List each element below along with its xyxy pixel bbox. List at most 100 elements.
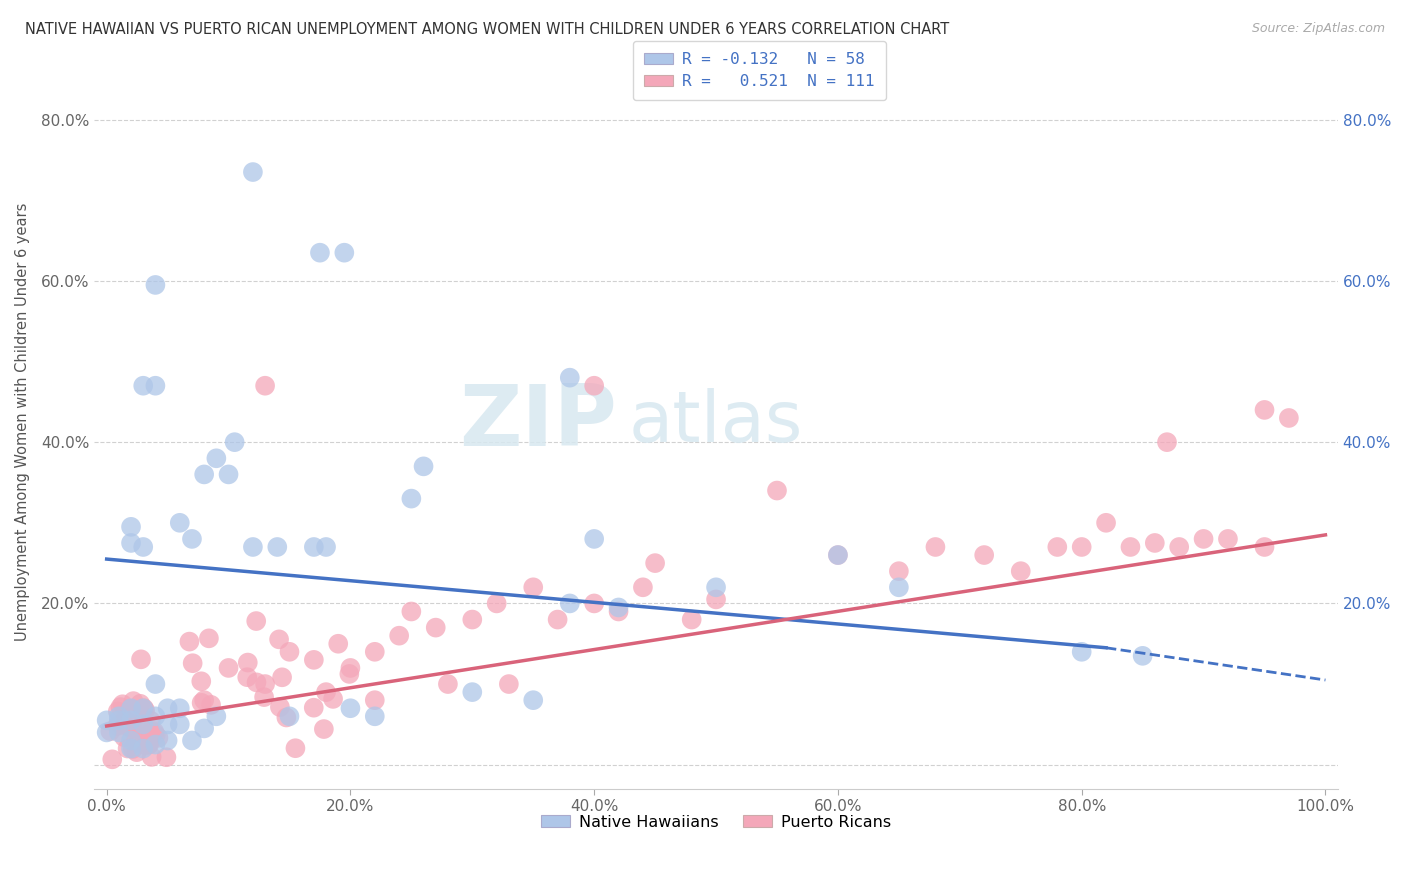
Point <box>110 717 132 731</box>
Point <box>218 661 240 675</box>
Point <box>120 702 142 716</box>
Point <box>704 592 727 607</box>
Point <box>200 698 222 712</box>
Point <box>364 709 387 723</box>
Point <box>631 580 654 594</box>
Point <box>412 459 434 474</box>
Point <box>644 556 666 570</box>
Point <box>98 724 121 739</box>
Point <box>132 701 155 715</box>
Point <box>302 653 325 667</box>
Point <box>1132 648 1154 663</box>
Point <box>190 696 212 710</box>
Point <box>245 675 267 690</box>
Point <box>117 741 139 756</box>
Point <box>388 629 411 643</box>
Point <box>267 632 290 647</box>
Point <box>224 435 246 450</box>
Point <box>193 467 215 482</box>
Point <box>339 701 361 715</box>
Point <box>145 728 167 742</box>
Point <box>181 532 204 546</box>
Point <box>122 694 145 708</box>
Point <box>108 709 131 723</box>
Point <box>138 738 160 752</box>
Point <box>128 735 150 749</box>
Point <box>681 613 703 627</box>
Point <box>205 451 228 466</box>
Point <box>827 548 849 562</box>
Point <box>110 700 132 714</box>
Point <box>132 741 155 756</box>
Point <box>132 701 155 715</box>
Point <box>108 714 131 728</box>
Point <box>1216 532 1239 546</box>
Point <box>315 685 337 699</box>
Point <box>129 652 152 666</box>
Point <box>887 564 910 578</box>
Point <box>132 378 155 392</box>
Point <box>156 733 179 747</box>
Point <box>129 697 152 711</box>
Point <box>121 717 143 731</box>
Point <box>122 742 145 756</box>
Point <box>1143 536 1166 550</box>
Point <box>1192 532 1215 546</box>
Point <box>120 718 142 732</box>
Point <box>108 725 131 739</box>
Point <box>1010 564 1032 578</box>
Point <box>145 709 167 723</box>
Point <box>148 731 170 745</box>
Point <box>128 723 150 737</box>
Point <box>924 540 946 554</box>
Point <box>302 700 325 714</box>
Point <box>112 730 135 744</box>
Point <box>278 709 301 723</box>
Point <box>583 532 606 546</box>
Point <box>461 613 484 627</box>
Point <box>254 677 277 691</box>
Point <box>322 692 344 706</box>
Point <box>139 724 162 739</box>
Point <box>169 516 191 530</box>
Point <box>461 685 484 699</box>
Point <box>284 741 307 756</box>
Point <box>122 708 145 723</box>
Point <box>1278 411 1301 425</box>
Point <box>125 745 148 759</box>
Point <box>156 701 179 715</box>
Point <box>766 483 789 498</box>
Point <box>827 548 849 562</box>
Point <box>145 738 167 752</box>
Point <box>105 719 128 733</box>
Point <box>198 632 221 646</box>
Point <box>339 661 361 675</box>
Point <box>547 613 569 627</box>
Point <box>193 722 215 736</box>
Point <box>254 378 277 392</box>
Point <box>607 600 630 615</box>
Point <box>120 520 142 534</box>
Point <box>118 719 141 733</box>
Point <box>111 698 134 712</box>
Text: atlas: atlas <box>628 387 803 457</box>
Point <box>242 165 264 179</box>
Point <box>134 738 156 752</box>
Point <box>302 540 325 554</box>
Point <box>276 710 298 724</box>
Point <box>141 750 163 764</box>
Point <box>522 693 544 707</box>
Point <box>190 674 212 689</box>
Point <box>485 596 508 610</box>
Point <box>309 245 332 260</box>
Point <box>1070 540 1092 554</box>
Point <box>120 701 142 715</box>
Point <box>118 720 141 734</box>
Point <box>236 656 259 670</box>
Point <box>145 277 167 292</box>
Point <box>1253 540 1275 554</box>
Point <box>425 621 447 635</box>
Point <box>271 670 294 684</box>
Point <box>101 752 124 766</box>
Point <box>236 670 259 684</box>
